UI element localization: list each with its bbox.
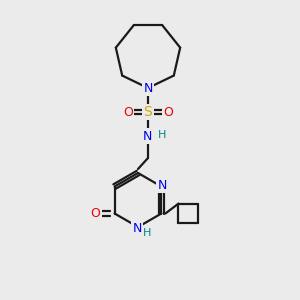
Text: N: N bbox=[143, 82, 153, 94]
Text: O: O bbox=[163, 106, 173, 118]
Text: O: O bbox=[123, 106, 133, 118]
Text: H: H bbox=[158, 130, 166, 140]
Text: S: S bbox=[144, 105, 152, 119]
Text: N: N bbox=[158, 179, 167, 192]
Text: O: O bbox=[91, 207, 100, 220]
Text: H: H bbox=[143, 228, 151, 238]
Text: N: N bbox=[142, 130, 152, 142]
Text: N: N bbox=[132, 221, 142, 235]
